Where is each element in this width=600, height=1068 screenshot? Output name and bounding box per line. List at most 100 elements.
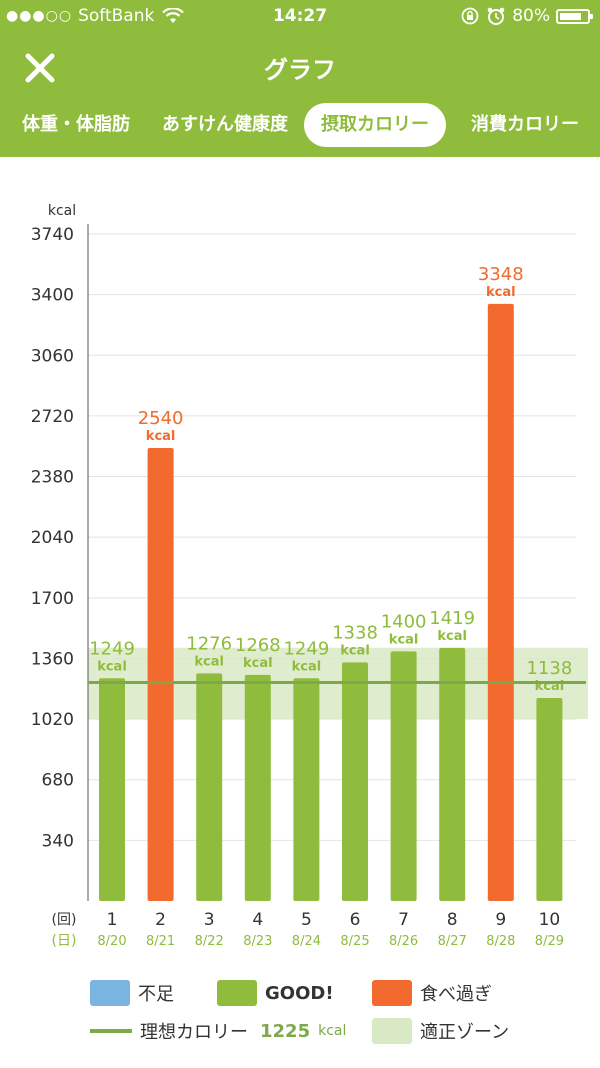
status-time: 14:27 xyxy=(272,6,328,26)
x-tick-label: 4 xyxy=(252,910,263,930)
battery-percent: 80% xyxy=(512,6,550,26)
y-tick-label: 2720 xyxy=(31,407,74,427)
y-tick-label: 340 xyxy=(42,831,74,851)
y-axis-unit-label: kcal xyxy=(48,203,76,219)
date-row-label: (日) xyxy=(52,933,77,947)
tab-burned-calories[interactable]: 消費カロリー xyxy=(471,114,579,135)
bar xyxy=(390,651,417,901)
legend-zone-label: 適正ゾーン xyxy=(420,1022,510,1043)
x-date-label: 8/27 xyxy=(438,934,467,947)
x-tick-label: 3 xyxy=(204,910,215,930)
bar xyxy=(293,678,320,901)
bar-value-label: 1268 xyxy=(235,635,281,656)
bar-value-label: 2540 xyxy=(138,408,184,429)
legend-ideal: 理想カロリー 1225 kcal xyxy=(90,1018,346,1044)
carrier-name: SoftBank xyxy=(78,6,155,26)
x-tick-label: 5 xyxy=(301,910,312,930)
bar-unit-label: kcal xyxy=(243,656,273,671)
page-title: グラフ xyxy=(264,56,336,84)
bar xyxy=(147,448,174,901)
legend-under-label: 不足 xyxy=(138,984,174,1005)
bar-value-label: 1249 xyxy=(89,638,135,659)
battery-icon xyxy=(556,8,593,24)
legend-zone-swatch xyxy=(372,1018,412,1044)
y-tick-label: 1360 xyxy=(31,649,74,669)
close-button[interactable] xyxy=(22,50,58,86)
x-date-label: 8/22 xyxy=(195,934,224,947)
legend-over-label: 食べ過ぎ xyxy=(420,984,492,1005)
bar-unit-label: kcal xyxy=(340,643,370,658)
x-tick-label: 7 xyxy=(398,910,409,930)
bar-value-label: 1276 xyxy=(186,633,232,654)
bar xyxy=(196,673,223,901)
bar-unit-label: kcal xyxy=(97,659,127,674)
x-row-label: (回) xyxy=(52,912,77,928)
chart-legend: 不足 GOOD! 食べ過ぎ 理想カロリー 1225 kcal 適正ゾーン xyxy=(0,970,600,1060)
bar-value-label: 1400 xyxy=(381,611,427,632)
x-date-label: 8/23 xyxy=(243,934,272,947)
x-date-label: 8/24 xyxy=(292,934,321,947)
legend-ideal-label: 理想カロリー xyxy=(140,1022,248,1043)
y-tick-label: 3400 xyxy=(31,286,74,306)
x-date-label: 8/29 xyxy=(535,934,564,947)
x-tick-label: 8 xyxy=(447,910,458,930)
legend-good: GOOD! xyxy=(217,980,334,1006)
app-header: ●●●○○ SoftBank 14:27 80% xyxy=(0,0,600,157)
tab-intake-calories[interactable]: 摂取カロリー xyxy=(304,103,446,147)
x-tick-label: 9 xyxy=(495,910,506,930)
legend-ideal-value: 1225 xyxy=(260,1020,311,1042)
x-date-label: 8/28 xyxy=(486,934,515,947)
bar-unit-label: kcal xyxy=(146,429,176,444)
wifi-icon xyxy=(162,8,185,23)
bar-unit-label: kcal xyxy=(194,654,224,669)
legend-ideal-unit: kcal xyxy=(318,1023,347,1039)
carrier: ●●●○○ SoftBank xyxy=(6,6,185,26)
x-date-label: 8/20 xyxy=(97,934,126,947)
bar-value-label: 1338 xyxy=(332,622,378,643)
x-tick-label: 6 xyxy=(350,910,361,930)
legend-over-swatch xyxy=(372,980,412,1006)
bar-value-label: 1249 xyxy=(283,638,329,659)
bar-unit-label: kcal xyxy=(437,629,467,644)
bar xyxy=(99,678,125,901)
bar-unit-label: kcal xyxy=(389,632,419,647)
legend-good-swatch xyxy=(217,980,257,1006)
bar xyxy=(536,698,563,901)
legend-under: 不足 xyxy=(90,980,174,1006)
legend-zone: 適正ゾーン xyxy=(372,1018,509,1044)
bar-value-label: 1419 xyxy=(429,608,475,629)
bar xyxy=(342,662,368,901)
bar xyxy=(487,303,514,901)
y-tick-label: 3740 xyxy=(31,225,74,245)
bar-unit-label: kcal xyxy=(292,659,322,674)
tab-bar: 体重・体脂肪 あすけん健康度 摂取カロリー 消費カロリー xyxy=(0,103,600,147)
x-date-label: 8/21 xyxy=(146,934,175,947)
x-tick-label: 2 xyxy=(155,910,166,930)
tab-weight-body-fat[interactable]: 体重・体脂肪 xyxy=(22,114,130,135)
bar-value-label: 1138 xyxy=(526,658,572,679)
y-tick-label: 3060 xyxy=(31,346,74,366)
intake-calorie-chart: kcal340680102013601700204023802720306034… xyxy=(31,203,588,947)
legend-ideal-line xyxy=(90,1029,132,1033)
y-tick-label: 680 xyxy=(42,771,74,791)
bar xyxy=(244,674,271,901)
bar-unit-label: kcal xyxy=(486,285,516,300)
tab-asken-health[interactable]: あすけん健康度 xyxy=(162,114,288,135)
status-right: 80% xyxy=(460,6,593,26)
legend-over: 食べ過ぎ xyxy=(372,980,492,1006)
x-tick-label: 10 xyxy=(539,910,561,930)
bar-value-label: 3348 xyxy=(478,264,524,285)
close-icon xyxy=(25,53,55,83)
y-tick-label: 2040 xyxy=(31,528,74,548)
y-tick-label: 2380 xyxy=(31,468,74,488)
status-bar: ●●●○○ SoftBank 14:27 80% xyxy=(0,0,600,34)
alarm-icon xyxy=(487,7,505,25)
signal-strength-icon: ●●●○○ xyxy=(6,8,73,24)
x-date-label: 8/25 xyxy=(340,934,369,947)
y-tick-label: 1700 xyxy=(31,589,74,609)
legend-under-swatch xyxy=(90,980,130,1006)
bar xyxy=(439,647,466,901)
x-date-label: 8/26 xyxy=(389,934,418,947)
x-tick-label: 1 xyxy=(107,910,118,930)
legend-good-label: GOOD! xyxy=(265,982,334,1004)
